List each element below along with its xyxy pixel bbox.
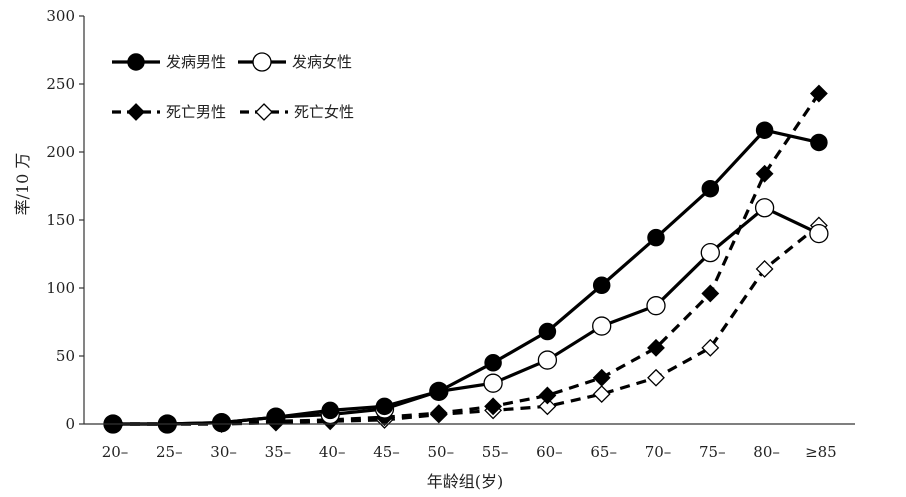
data-point [647,368,665,387]
y-tick-label: 150 [46,211,75,229]
series-3 [104,84,828,433]
x-tick-label: ≥85 [805,443,837,461]
x-tick-label: 20– [102,443,129,461]
x-tick-label: 80– [753,443,780,461]
data-point [701,179,720,198]
data-point [430,382,448,401]
data-point [755,164,774,183]
legend-entry: 死亡男性 [112,103,226,121]
data-point [483,373,503,393]
series-line [113,128,820,426]
legend-marker [252,52,272,72]
y-tick-label: 300 [46,7,75,25]
data-point [212,413,231,432]
data-point [754,198,775,218]
x-tick-label: 60– [536,443,563,461]
data-point [592,276,611,295]
data-point [538,397,557,416]
legend-marker [127,103,145,121]
data-point [809,223,829,244]
plot-area [103,84,829,434]
x-tick-label: 45– [373,443,400,461]
data-point [809,84,828,103]
legend-label: 死亡男性 [166,103,226,121]
data-point [321,401,339,420]
x-tick-label: 70– [645,443,672,461]
y-tick-label: 200 [46,143,75,161]
legend-label: 死亡女性 [294,103,354,121]
legend-marker [255,103,273,121]
data-point [700,242,720,263]
x-tick-label: 35– [265,443,292,461]
data-point [538,386,557,405]
y-axis-title: 率/10 万 [13,153,32,216]
legend-entry: 发病女性 [238,52,352,72]
x-tick-label: 65– [590,443,617,461]
data-point [592,316,612,336]
series-line [113,224,820,426]
data-point [646,296,666,316]
y-tick-label: 0 [65,415,75,433]
y-tick-label: 250 [46,75,75,93]
data-point [484,354,502,372]
x-tick-label: 40– [319,443,346,461]
legend-entry: 发病男性 [112,53,226,71]
axes: 0 50 100 150 200 250 300 20– 25– 30– 35– 40– 45– 50– 5… [46,7,855,461]
data-point [484,397,503,416]
series-2 [103,198,829,434]
x-axis-title: 年龄组(岁) [427,472,504,491]
series-1 [104,121,828,433]
data-point [592,385,611,403]
data-point [375,397,394,416]
x-tick-label: 50– [428,443,455,461]
data-point [755,260,774,278]
data-point [701,284,720,303]
y-tick-label: 50 [56,347,75,365]
series-line [113,92,821,426]
legend-label: 发病男性 [166,53,226,71]
data-point [538,322,557,341]
data-point [592,368,611,387]
data-point [429,404,448,423]
legend-label: 发病女性 [292,53,352,71]
data-point [647,338,665,357]
series-line [113,206,820,426]
legend-entry: 死亡女性 [240,103,354,121]
x-tick-label: 30– [210,443,237,461]
data-point [810,133,828,152]
legend-marker [127,53,145,71]
data-point [701,338,720,357]
data-point [267,408,285,426]
data-point [537,350,558,370]
x-tick-label: 75– [699,443,726,461]
data-point [755,121,774,139]
x-tick-label: 25– [156,443,183,461]
data-point [647,228,665,247]
y-tick-label: 100 [46,279,75,297]
x-tick-label: 55– [482,443,509,461]
